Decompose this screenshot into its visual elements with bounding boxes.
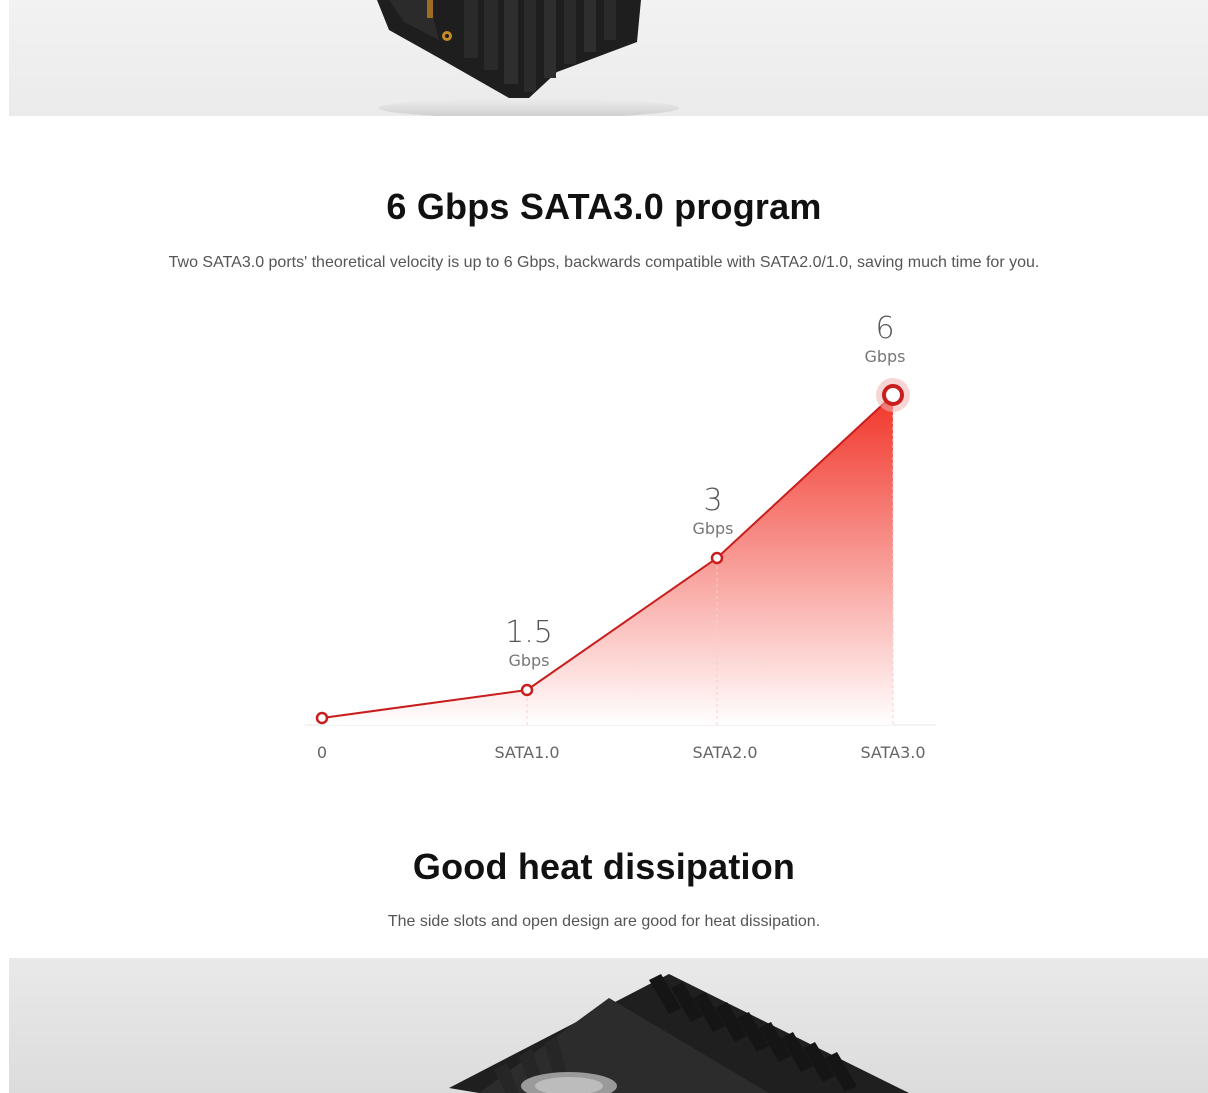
section-title-heat: Good heat dissipation [412,846,796,887]
tick-label-sata1-0: SATA1.0 [494,743,559,762]
series-line [321,394,894,719]
section-description-heat: The side slots and open design are good … [387,913,821,930]
data-point-sata3-0 [882,384,904,406]
tick-label-sata3-0: SATA3.0 [860,743,925,762]
value-label-sata2-0: 3 [703,483,722,518]
value-label-sata3-0: 6 [875,311,894,346]
data-point-0 [315,711,329,725]
section-description-sata: Two SATA3.0 ports' theoretical velocity … [168,254,1040,271]
tick-label-0: 0 [317,743,327,762]
section-title-sata: 6 Gbps SATA3.0 program [386,186,822,227]
heatsink-fins-image [449,974,909,1093]
tick-label-sata2-0: SATA2.0 [692,743,757,762]
data-point-sata2-0 [710,551,724,565]
product-photo-top [9,0,1208,116]
value-unit-sata1-0: Gbps [508,651,549,670]
value-label-sata1-0: 1.5 [505,615,553,650]
value-unit-sata3-0: Gbps [864,347,905,366]
heatsink-enclosure-image [377,0,679,116]
area-fill [322,395,893,725]
product-photo-bottom [9,958,1208,1093]
value-unit-sata2-0: Gbps [692,519,733,538]
data-point-sata1-0 [520,683,534,697]
